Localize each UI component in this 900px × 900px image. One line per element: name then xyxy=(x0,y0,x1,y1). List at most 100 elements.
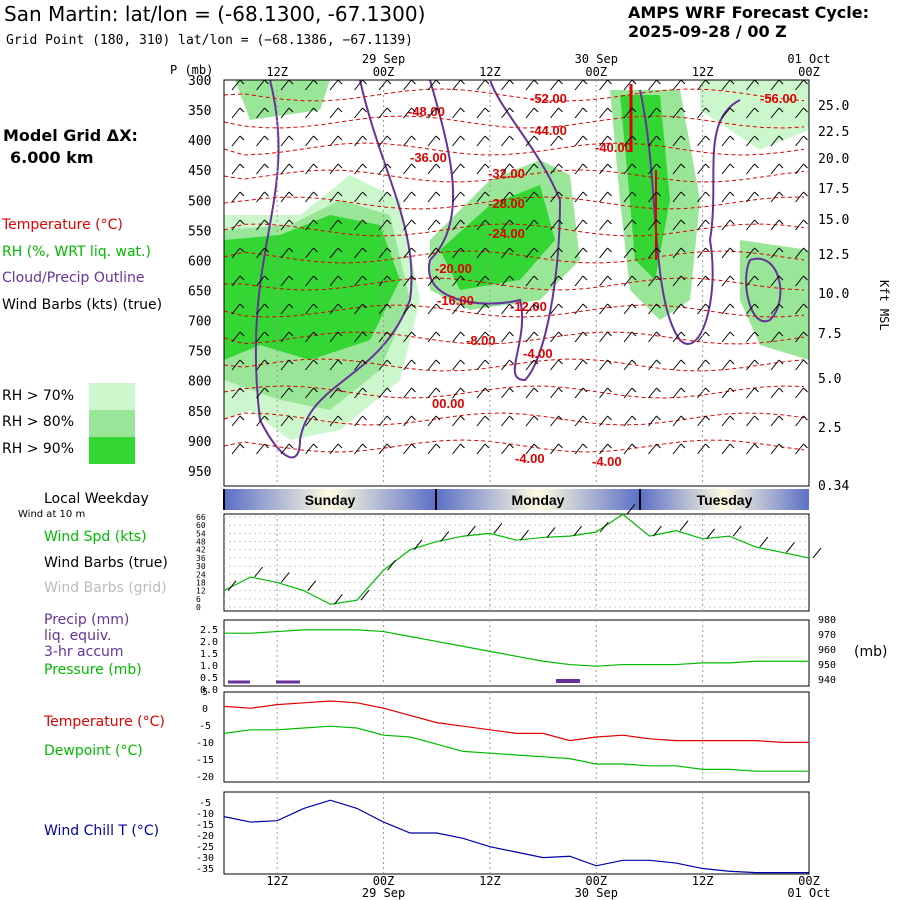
wind-barb xyxy=(574,219,588,231)
windchill-tick: -15 xyxy=(196,820,214,831)
wind-barb xyxy=(476,219,490,231)
wind-barb xyxy=(378,135,392,147)
wind-barb xyxy=(623,303,637,315)
wind-barb xyxy=(378,303,392,315)
wind-barb xyxy=(525,135,539,147)
wind-barb xyxy=(599,443,612,455)
wspd-tick: 66 xyxy=(196,513,206,522)
wind-barb xyxy=(623,247,637,259)
cloud-outline-0 xyxy=(254,79,413,459)
wind-barb xyxy=(574,359,588,371)
kft-tick: 5.0 xyxy=(818,372,841,387)
wind-barb xyxy=(746,387,759,399)
wind-barb xyxy=(623,219,637,231)
wind-barb xyxy=(721,275,735,287)
wind-barb xyxy=(746,303,759,315)
cross-section-frame xyxy=(223,79,810,487)
wind-barb xyxy=(746,331,759,343)
wind-speed-panel-frame xyxy=(223,513,810,612)
wind-barb xyxy=(746,219,759,231)
wind-barb xyxy=(599,247,612,259)
wind-barb xyxy=(721,191,735,203)
wind-barb xyxy=(427,387,441,399)
time-tick-top: 12Z xyxy=(692,65,714,79)
pressure-tick-900: 900 xyxy=(188,435,211,450)
wind-barb xyxy=(795,135,808,147)
date-label-bottom: 01 Oct xyxy=(787,886,830,900)
wind-barb xyxy=(256,107,269,119)
wind-barb xyxy=(476,247,490,259)
wind-barb xyxy=(378,331,392,343)
wind-barb xyxy=(770,415,784,427)
wind-barb xyxy=(231,303,245,315)
contour-label-16: -4.00 xyxy=(592,454,622,469)
wind-barb xyxy=(623,331,637,343)
wind-barb xyxy=(256,359,269,371)
pressure-tick-800: 800 xyxy=(188,375,211,390)
wind-barb xyxy=(550,79,563,91)
wind-barb xyxy=(550,415,563,427)
time-tick-top: 12Z xyxy=(479,65,501,79)
wind-barb xyxy=(721,303,735,315)
wind-barb xyxy=(256,275,269,287)
wind-barb xyxy=(648,135,661,147)
wind-barb xyxy=(574,331,588,343)
wind-barb xyxy=(795,443,808,455)
model-grid-value: 6.000 km xyxy=(10,148,94,167)
wind-barb xyxy=(231,107,245,119)
wind-barb xyxy=(378,79,392,91)
legend-temp: Temperature (°C) xyxy=(44,714,165,730)
wind-barb xyxy=(623,275,637,287)
wind-barb xyxy=(697,415,710,427)
wind-barb xyxy=(427,359,441,371)
wind-barb xyxy=(403,79,416,91)
wind-barb xyxy=(305,303,318,315)
wind-barb xyxy=(721,415,735,427)
surface-wind-barb xyxy=(653,525,662,537)
wind-barb xyxy=(501,135,514,147)
kft-tick: 12.5 xyxy=(818,248,849,263)
wind-barb xyxy=(501,387,514,399)
wind-barb xyxy=(427,79,441,91)
wind-barb xyxy=(623,191,637,203)
wind-barb xyxy=(452,303,465,315)
legend-precip-1: Precip (mm) xyxy=(44,612,130,628)
wind-barb xyxy=(280,135,294,147)
wind-barb xyxy=(476,163,490,175)
wind-barb xyxy=(574,191,588,203)
surface-wind-barb xyxy=(307,580,317,591)
wind-barb xyxy=(403,331,416,343)
wind-barb xyxy=(599,79,612,91)
wind-barb xyxy=(746,443,759,455)
pressure-tick-550: 550 xyxy=(188,224,211,239)
pressure-tick-700: 700 xyxy=(188,315,211,330)
pressure-tick-850: 850 xyxy=(188,405,211,420)
weekday-band-1 xyxy=(436,489,640,510)
wind-barb xyxy=(721,387,735,399)
wind-barb xyxy=(476,135,490,147)
wind-barb xyxy=(403,387,416,399)
cloud-outline-3 xyxy=(745,257,782,323)
wind-barb xyxy=(795,303,808,315)
wind-barb xyxy=(476,191,490,203)
wind-barb xyxy=(378,219,392,231)
wind-barb xyxy=(305,359,318,371)
wind-barb xyxy=(795,191,808,203)
wind-barb xyxy=(501,359,514,371)
wind-barb xyxy=(427,415,441,427)
wind-barb xyxy=(795,359,808,371)
contour-label-9: -20.00 xyxy=(435,261,472,276)
wind-barb xyxy=(525,79,539,91)
wind-barb xyxy=(672,415,686,427)
temp-contour-9 xyxy=(223,331,805,345)
wind-barb xyxy=(574,275,588,287)
wind-barb xyxy=(280,331,294,343)
wind-barb xyxy=(476,331,490,343)
pressure-tick: 980 xyxy=(818,615,836,626)
wind-barb xyxy=(525,415,539,427)
wind-barb xyxy=(231,219,245,231)
wind-barb xyxy=(770,387,784,399)
wind-barb xyxy=(697,79,710,91)
wind-barb xyxy=(231,191,245,203)
pressure-tick-750: 750 xyxy=(188,345,211,360)
